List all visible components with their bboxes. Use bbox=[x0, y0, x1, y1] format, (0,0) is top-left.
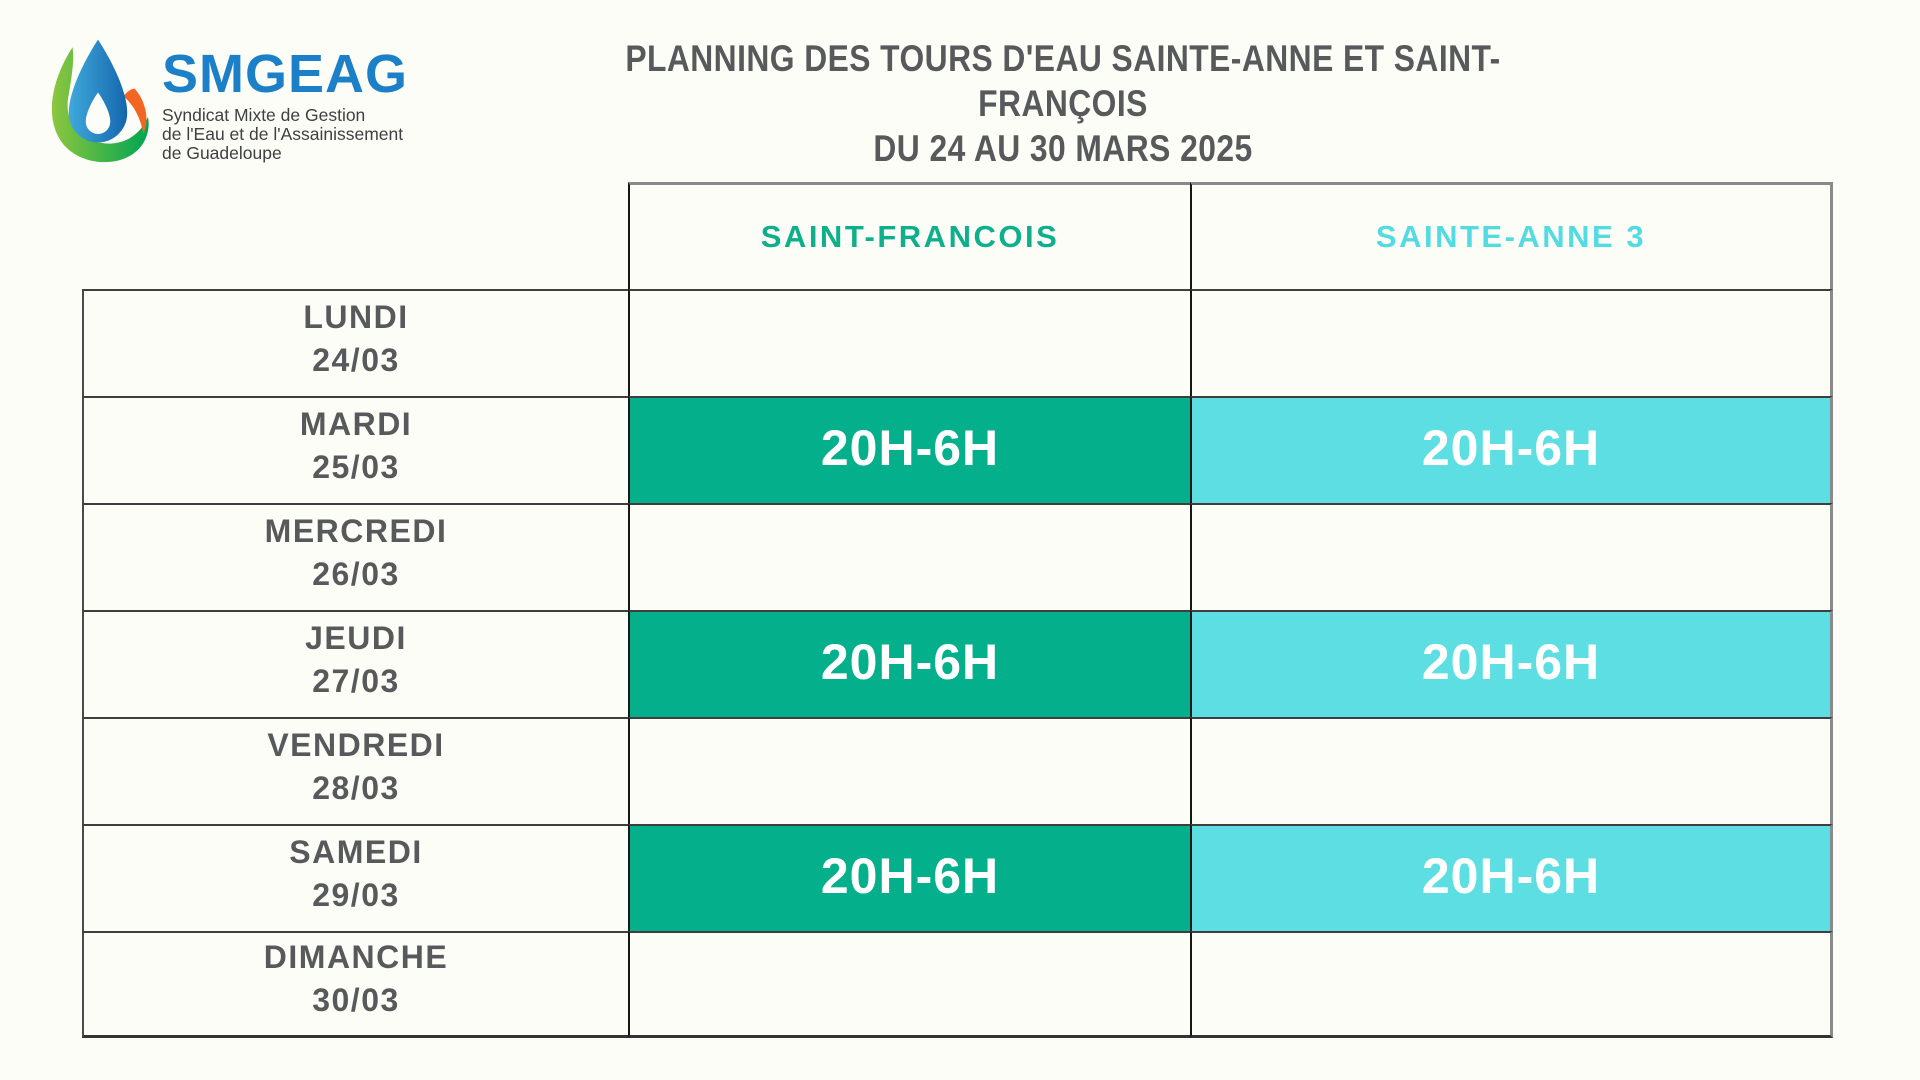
schedule-cell-saint-francois bbox=[628, 503, 1190, 610]
day-cell-mardi: MARDI 25/03 bbox=[82, 396, 628, 503]
orange-swoosh bbox=[123, 88, 147, 134]
page-title-line-1: PLANNING DES TOURS D'EAU SAINTE-ANNE ET … bbox=[625, 38, 1501, 124]
schedule-cell-saint-francois: 20H-6H bbox=[628, 824, 1190, 931]
day-name: VENDREDI bbox=[267, 726, 445, 763]
blue-drop bbox=[68, 39, 128, 143]
logo-subtitle-line: de l'Eau et de l'Assainissement bbox=[162, 124, 404, 144]
schedule-cell-saint-francois bbox=[628, 289, 1190, 396]
day-cell-lundi: LUNDI 24/03 bbox=[82, 289, 628, 396]
logo-subtitle: Syndicat Mixte de Gestion de l'Eau et de… bbox=[162, 106, 408, 163]
schedule-cell-sainte-anne bbox=[1190, 289, 1833, 396]
day-cell-samedi: SAMEDI 29/03 bbox=[82, 824, 628, 931]
day-date: 25/03 bbox=[312, 448, 400, 485]
schedule-cell-sainte-anne bbox=[1190, 503, 1833, 610]
column-header-saint-francois: SAINT-FRANCOIS bbox=[628, 182, 1190, 289]
day-name: MARDI bbox=[299, 405, 413, 442]
day-date: 30/03 bbox=[312, 982, 400, 1018]
schedule-cell-saint-francois bbox=[628, 931, 1190, 1038]
day-cell-vendredi: VENDREDI 28/03 bbox=[82, 717, 628, 824]
day-cell-jeudi: JEUDI 27/03 bbox=[82, 610, 628, 717]
schedule-cell-saint-francois bbox=[628, 717, 1190, 824]
schedule-cell-sainte-anne: 20H-6H bbox=[1190, 824, 1833, 931]
logo-subtitle-line: Syndicat Mixte de Gestion bbox=[162, 105, 366, 125]
smgeag-logo: SMGEAG Syndicat Mixte de Gestion de l'Ea… bbox=[46, 34, 408, 166]
logo-text: SMGEAG Syndicat Mixte de Gestion de l'Ea… bbox=[162, 34, 408, 163]
schedule-cell-saint-francois: 20H-6H bbox=[628, 610, 1190, 717]
day-name: LUNDI bbox=[303, 298, 409, 335]
day-cell-dimanche: DIMANCHE 30/03 bbox=[82, 931, 628, 1038]
day-date: 28/03 bbox=[312, 769, 400, 806]
logo-subtitle-line: de Guadeloupe bbox=[162, 143, 282, 163]
planning-table: SAINT-FRANCOIS SAINTE-ANNE 3 LUNDI 24/03… bbox=[82, 182, 1833, 1038]
schedule-cell-sainte-anne: 20H-6H bbox=[1190, 610, 1833, 717]
water-drop-leaf-logo-icon bbox=[51, 39, 149, 163]
schedule-cell-sainte-anne: 20H-6H bbox=[1190, 396, 1833, 503]
column-header-sainte-anne-3: SAINTE-ANNE 3 bbox=[1190, 182, 1833, 289]
day-name: MERCREDI bbox=[264, 512, 448, 549]
page-title: PLANNING DES TOURS D'EAU SAINTE-ANNE ET … bbox=[547, 36, 1579, 171]
day-date: 27/03 bbox=[312, 662, 400, 699]
page-title-line-2: DU 24 AU 30 MARS 2025 bbox=[873, 128, 1253, 169]
day-name: DIMANCHE bbox=[263, 939, 449, 975]
leaf-swoosh bbox=[51, 47, 149, 163]
day-date: 29/03 bbox=[312, 876, 400, 913]
day-cell-mercredi: MERCREDI 26/03 bbox=[82, 503, 628, 610]
white-inner-drop bbox=[85, 92, 111, 134]
schedule-cell-sainte-anne bbox=[1190, 931, 1833, 1038]
day-date: 24/03 bbox=[312, 341, 400, 378]
day-name: SAMEDI bbox=[289, 833, 423, 870]
schedule-cell-sainte-anne bbox=[1190, 717, 1833, 824]
day-name: JEUDI bbox=[305, 619, 407, 656]
schedule-cell-saint-francois: 20H-6H bbox=[628, 396, 1190, 503]
day-date: 26/03 bbox=[312, 555, 400, 592]
logo-wordmark: SMGEAG bbox=[162, 44, 409, 104]
